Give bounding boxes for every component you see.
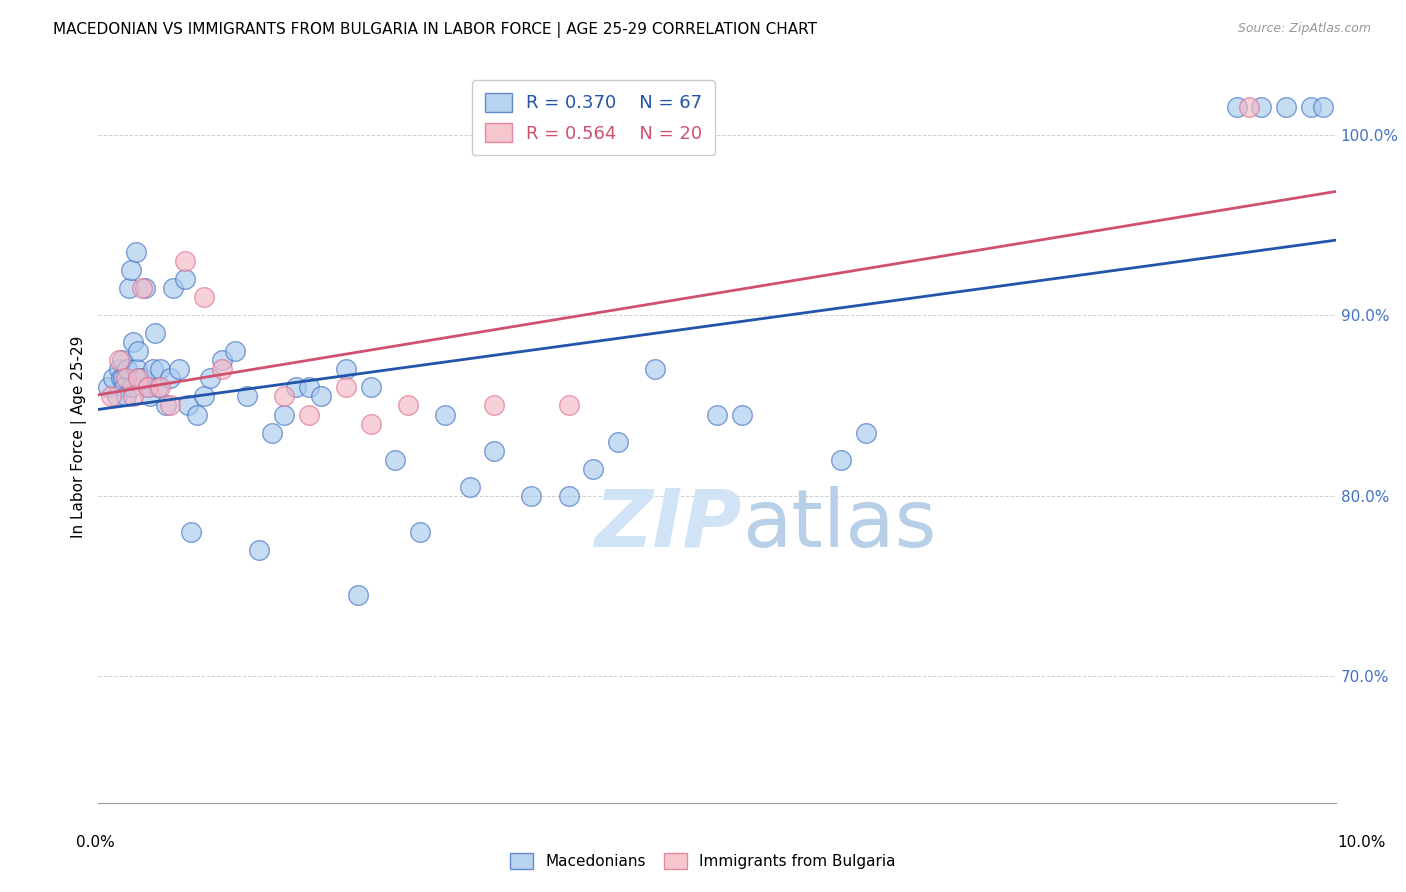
Point xyxy=(273,408,295,422)
Point xyxy=(121,380,143,394)
Point xyxy=(142,362,165,376)
Point xyxy=(112,371,135,385)
Point xyxy=(180,524,202,539)
Point xyxy=(384,452,406,467)
Point xyxy=(127,371,149,385)
Point xyxy=(146,380,169,394)
Point xyxy=(309,389,332,403)
Point xyxy=(176,399,198,413)
Point xyxy=(706,408,728,422)
Point xyxy=(120,263,142,277)
Point xyxy=(582,461,605,475)
Point xyxy=(484,399,506,413)
Point xyxy=(110,371,132,385)
Point xyxy=(211,353,233,368)
Point xyxy=(118,281,141,295)
Point xyxy=(285,380,308,394)
Point xyxy=(174,254,197,268)
Point xyxy=(198,371,221,385)
Point xyxy=(124,244,146,259)
Point xyxy=(149,380,172,394)
Point xyxy=(136,380,159,394)
Point xyxy=(1226,100,1249,114)
Point xyxy=(108,362,131,376)
Point xyxy=(298,380,321,394)
Point xyxy=(162,281,184,295)
Point xyxy=(433,408,456,422)
Point xyxy=(159,371,181,385)
Point xyxy=(236,389,259,403)
Point xyxy=(136,380,159,394)
Point xyxy=(1275,100,1298,114)
Point xyxy=(174,272,197,286)
Point xyxy=(114,371,136,385)
Point xyxy=(644,362,666,376)
Point xyxy=(409,524,432,539)
Point xyxy=(193,290,215,304)
Point xyxy=(298,408,321,422)
Point xyxy=(520,489,543,503)
Point xyxy=(557,489,579,503)
Point xyxy=(114,389,136,403)
Point xyxy=(731,408,754,422)
Point xyxy=(108,353,131,368)
Point xyxy=(855,425,877,440)
Point xyxy=(131,371,153,385)
Point xyxy=(193,389,215,403)
Point xyxy=(458,480,481,494)
Point xyxy=(260,425,283,440)
Legend: R = 0.370    N = 67, R = 0.564    N = 20: R = 0.370 N = 67, R = 0.564 N = 20 xyxy=(472,80,714,155)
Y-axis label: In Labor Force | Age 25-29: In Labor Force | Age 25-29 xyxy=(72,336,87,538)
Text: atlas: atlas xyxy=(742,486,936,564)
Point xyxy=(360,417,382,431)
Point xyxy=(1250,100,1272,114)
Text: 0.0%: 0.0% xyxy=(76,836,115,850)
Point xyxy=(396,399,419,413)
Point xyxy=(103,371,125,385)
Point xyxy=(122,389,145,403)
Point xyxy=(607,434,630,449)
Point xyxy=(1237,100,1260,114)
Text: Source: ZipAtlas.com: Source: ZipAtlas.com xyxy=(1237,22,1371,36)
Point xyxy=(247,543,270,558)
Point xyxy=(155,399,177,413)
Legend: Macedonians, Immigrants from Bulgaria: Macedonians, Immigrants from Bulgaria xyxy=(505,847,901,875)
Point xyxy=(112,380,135,394)
Text: 10.0%: 10.0% xyxy=(1337,836,1385,850)
Point xyxy=(128,371,150,385)
Point xyxy=(167,362,190,376)
Point xyxy=(360,380,382,394)
Point xyxy=(115,362,138,376)
Point xyxy=(484,443,506,458)
Point xyxy=(125,362,148,376)
Point xyxy=(1312,100,1334,114)
Point xyxy=(159,399,181,413)
Point xyxy=(97,380,120,394)
Point xyxy=(335,380,357,394)
Point xyxy=(127,344,149,359)
Point xyxy=(1299,100,1322,114)
Point xyxy=(186,408,208,422)
Point xyxy=(224,344,246,359)
Point xyxy=(273,389,295,403)
Point xyxy=(347,588,370,602)
Point xyxy=(211,362,233,376)
Point xyxy=(131,281,153,295)
Point xyxy=(830,452,852,467)
Point xyxy=(122,335,145,350)
Point xyxy=(149,362,172,376)
Point xyxy=(111,353,134,368)
Point xyxy=(100,389,122,403)
Point xyxy=(134,281,156,295)
Point xyxy=(335,362,357,376)
Point xyxy=(143,326,166,341)
Text: MACEDONIAN VS IMMIGRANTS FROM BULGARIA IN LABOR FORCE | AGE 25-29 CORRELATION CH: MACEDONIAN VS IMMIGRANTS FROM BULGARIA I… xyxy=(53,22,817,38)
Point xyxy=(139,389,162,403)
Point xyxy=(557,399,579,413)
Text: ZIP: ZIP xyxy=(595,486,742,564)
Point xyxy=(105,389,128,403)
